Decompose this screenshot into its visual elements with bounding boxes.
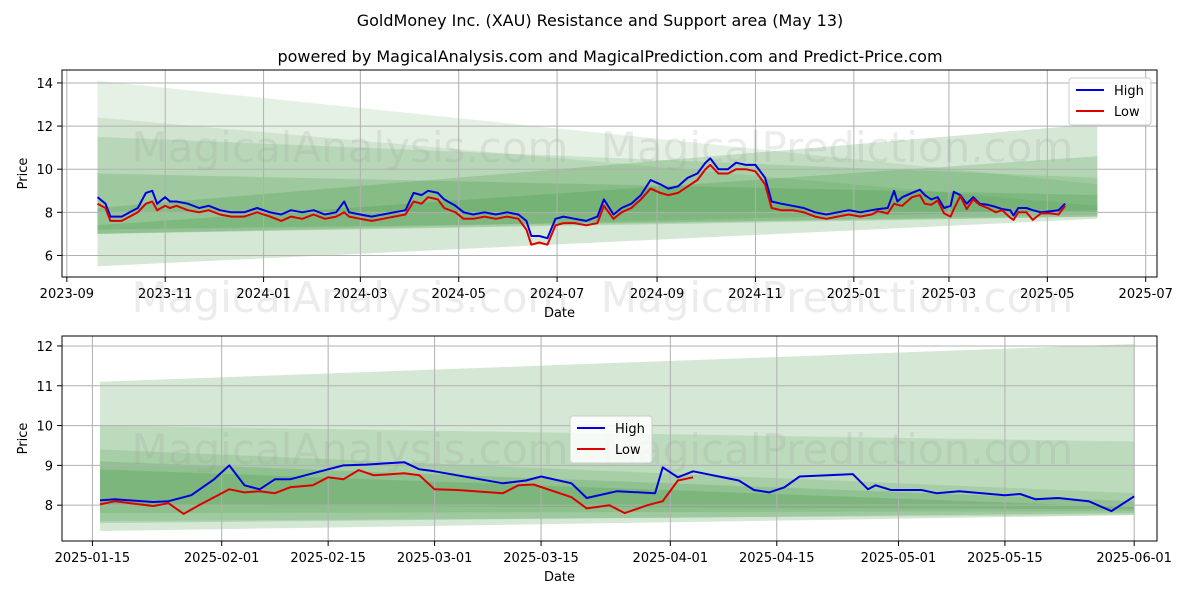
x-tick-label: 2025-02-01 — [184, 551, 260, 566]
x-tick-label: 2023-11 — [138, 287, 192, 302]
x-tick-label: 2024-11 — [728, 287, 782, 302]
legend-label-high: High — [1114, 84, 1144, 99]
y-tick-label: 11 — [36, 380, 53, 395]
y-tick-label: 14 — [36, 77, 53, 92]
x-tick-label: 2025-01-15 — [55, 551, 131, 566]
series-high-line — [96, 157, 1066, 240]
watermark: MagicalAnalysis.com — [132, 123, 569, 172]
x-tick-label: 2024-03 — [333, 287, 387, 302]
legend: High Low — [1068, 77, 1152, 126]
chart-title: GoldMoney Inc. (XAU) Resistance and Supp… — [357, 11, 844, 30]
x-tick-label: 2024-05 — [432, 287, 486, 302]
x-tick-label: 2025-07 — [1119, 287, 1173, 302]
grid — [62, 70, 1157, 277]
y-tick-label: 12 — [36, 340, 53, 355]
x-tick-label: 2025-05-01 — [861, 551, 937, 566]
y-tick-label: 9 — [45, 459, 53, 474]
chart-subtitle: powered by MagicalAnalysis.com and Magic… — [277, 47, 942, 66]
series-lines — [99, 461, 1135, 515]
y-tick-label: 8 — [45, 206, 53, 221]
x-axis-label: Date — [544, 306, 575, 321]
legend-label-high: High — [615, 422, 645, 437]
series-lines — [96, 157, 1066, 246]
watermark: MagicalAnalysis.com — [132, 425, 569, 474]
x-tick-label: 2025-03-01 — [397, 551, 473, 566]
grid — [62, 336, 1157, 541]
band-0 — [97, 80, 1098, 213]
x-tick-label: 2025-05-15 — [967, 551, 1043, 566]
x-tick-label: 2025-02-15 — [290, 551, 366, 566]
x-tick-label: 2023-09 — [40, 287, 94, 302]
x-tick-label: 2025-04-01 — [633, 551, 709, 566]
watermark: MagicalPrediction.com — [601, 123, 1074, 172]
series-high-line — [99, 461, 1135, 513]
series-low-line — [99, 469, 694, 515]
y-tick-label: 12 — [36, 120, 53, 135]
watermark: MagicalPrediction.com — [601, 425, 1074, 474]
y-tick-label: 8 — [45, 499, 53, 514]
x-axis-label: Date — [544, 570, 575, 585]
panel-full-history: MagicalAnalysis.com MagicalPrediction.com… — [16, 69, 1173, 322]
band-1 — [100, 425, 1135, 514]
x-tick-label: 2025-03-15 — [503, 551, 579, 566]
watermark: MagicalPrediction.com — [601, 273, 1074, 322]
x-tick-label: 2025-04-15 — [739, 551, 815, 566]
x-tick-label: 2024-09 — [630, 287, 684, 302]
x-tick-label: 2024-07 — [530, 287, 584, 302]
y-axis-label: Price — [16, 158, 31, 190]
axes-frame — [61, 69, 1158, 278]
axes-frame — [61, 335, 1158, 542]
support-resistance-bands — [97, 80, 1098, 267]
y-tick-label: 10 — [36, 163, 53, 178]
series-low-line — [97, 163, 1066, 246]
band-3 — [100, 461, 1135, 510]
x-tick-label: 2025-05 — [1020, 287, 1074, 302]
x-tick-label: 2025-06-01 — [1096, 551, 1172, 566]
y-tick-label: 10 — [36, 420, 53, 435]
x-tick-label: 2025-01 — [827, 287, 881, 302]
band-2 — [100, 449, 1135, 522]
y-axis-label: Price — [16, 423, 31, 455]
x-tick-label: 2025-03 — [922, 287, 976, 302]
band-1 — [97, 117, 1098, 234]
legend-label-low: Low — [1114, 105, 1140, 120]
band-4 — [100, 469, 1135, 524]
watermark: MagicalAnalysis.com — [132, 273, 569, 322]
legend-label-low: Low — [615, 443, 641, 458]
panel-recent-zoom: MagicalAnalysis.com MagicalPrediction.com… — [16, 335, 1172, 585]
band-4 — [97, 123, 1098, 267]
legend: High Low — [569, 415, 653, 464]
x-tick-label: 2024-01 — [236, 287, 290, 302]
y-tick-label: 6 — [45, 249, 53, 264]
